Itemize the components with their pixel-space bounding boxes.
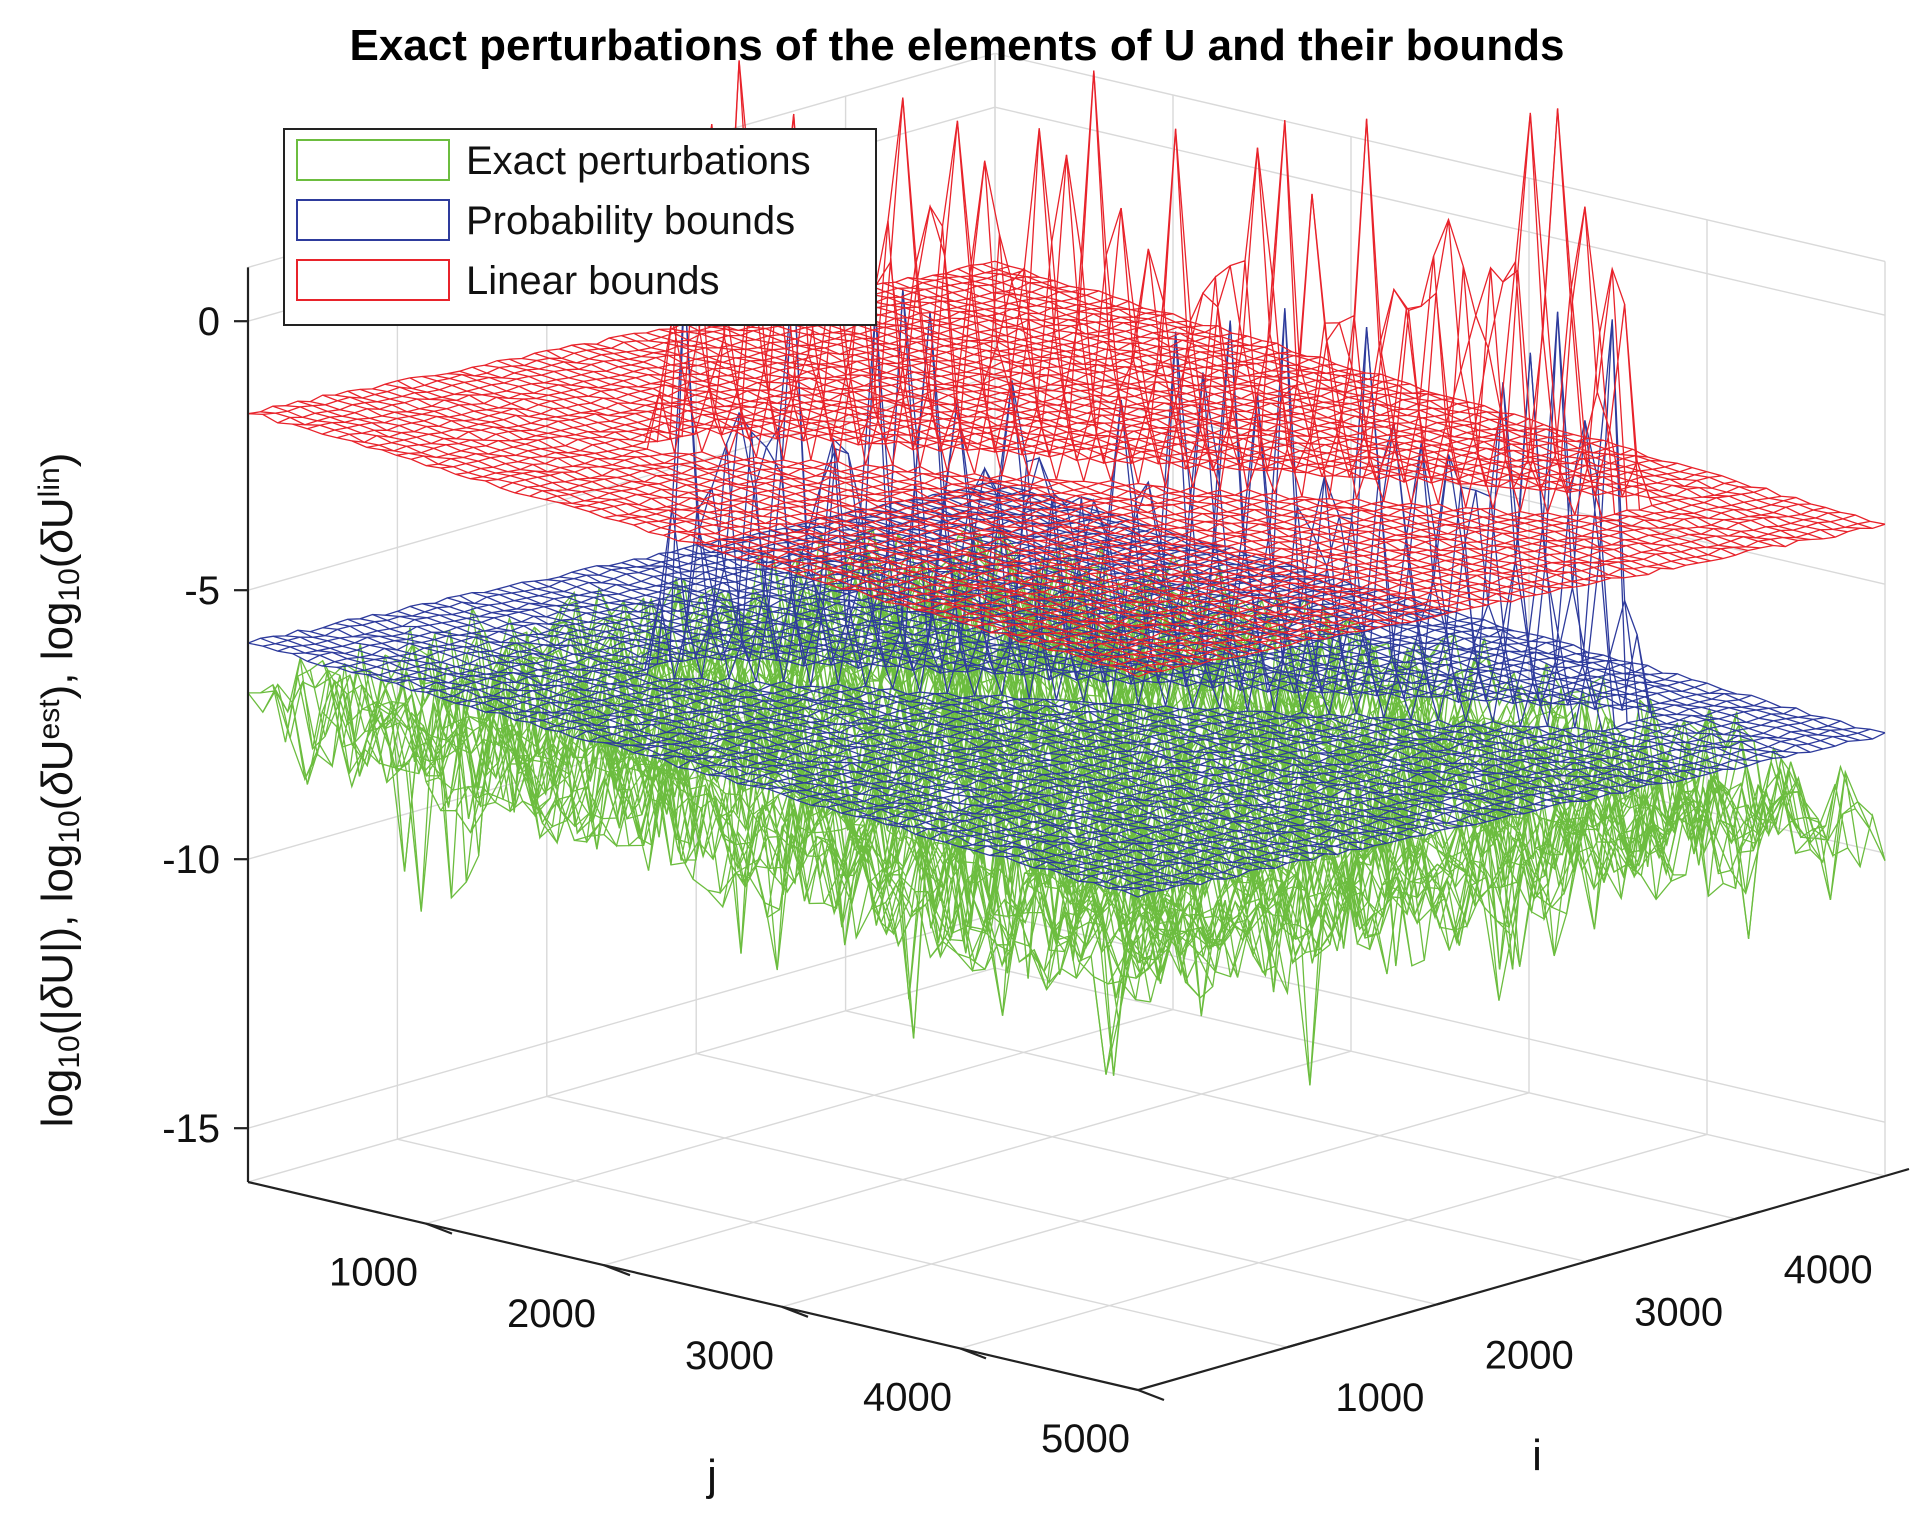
z-label-part: ), log: [33, 602, 82, 700]
y-axis-line: [1137, 1174, 1886, 1392]
x-tick-label: 1000: [329, 1251, 418, 1295]
grid-line: [397, 1138, 1288, 1348]
grid-line: [781, 1092, 1530, 1308]
grid-line: [845, 1010, 1736, 1220]
y-tick-label: 1000: [1335, 1376, 1424, 1420]
axes: [234, 267, 1910, 1402]
legend-label: Linear bounds: [466, 259, 720, 303]
grid-line: [696, 1052, 1587, 1263]
tick-labels: 0 -5 -10 -15 1000 2000 3000 4000 5000 1000 2000 300…: [162, 300, 1873, 1461]
legend-label: Probability bounds: [466, 199, 795, 243]
mesh-cols: [247, 276, 1886, 898]
z-tick-label: 0: [198, 300, 220, 344]
grid-line: [247, 913, 996, 1129]
surfaces: [247, 60, 1886, 1086]
z-tick-label: -10: [162, 838, 220, 882]
x-axis-label: j: [705, 1451, 717, 1500]
x-tick: [959, 1347, 987, 1360]
y-tick-label: 3000: [1634, 1291, 1723, 1335]
legend-swatch: [296, 199, 450, 241]
legend-swatch: [296, 259, 450, 301]
z-label-part: (: [33, 795, 82, 810]
z-label-part: δ: [33, 984, 82, 1009]
grid-line: [959, 1133, 1708, 1350]
chart-title: Exact perturbations of the elements of U…: [349, 21, 1564, 70]
grid-line: [546, 1095, 1437, 1306]
z-axis-label: log10(|δU|), log10(δUest), log10(δUlin): [33, 453, 86, 1128]
z-label-part: (|: [33, 1009, 82, 1035]
legend-label: Exact perturbations: [466, 139, 811, 183]
z-label-part: log: [33, 1069, 82, 1128]
y-axis-label: i: [1532, 1431, 1542, 1480]
z-label-part: U|), log: [33, 844, 82, 985]
surface-linear-bounds: [247, 60, 1886, 678]
y-tick: [1884, 1167, 1910, 1178]
legend-item: Probability bounds: [296, 199, 795, 243]
legend-swatch: [296, 139, 450, 181]
y-tick: [1585, 1253, 1611, 1263]
grid-line: [994, 967, 1886, 1177]
z-label-part: est: [33, 699, 66, 740]
legend-item: Linear bounds: [296, 259, 720, 303]
x-tick: [781, 1305, 809, 1318]
z-label-part: 10: [53, 568, 86, 601]
grid-line: [994, 52, 1886, 263]
x-tick-label: 5000: [1041, 1417, 1130, 1461]
z-tick-label: -5: [184, 569, 220, 613]
grid-line: [247, 967, 996, 1183]
z-tick-label: -15: [162, 1107, 220, 1151]
y-tick: [1287, 1339, 1312, 1349]
z-label-part: 10: [53, 1035, 86, 1068]
z-label-part: ): [33, 453, 82, 468]
y-tick: [1436, 1296, 1462, 1306]
x-tick: [1137, 1388, 1165, 1402]
x-axis-line: [247, 1180, 1139, 1392]
x-tick-label: 2000: [507, 1292, 596, 1336]
x-tick-label: 3000: [685, 1334, 774, 1378]
grid-line: [994, 913, 1886, 1123]
z-label-part: U: [33, 739, 82, 771]
z-label-part: δ: [33, 771, 82, 796]
x-tick: [425, 1222, 453, 1235]
y-tick-label: 2000: [1485, 1333, 1574, 1377]
mesh-cols: [247, 60, 1886, 678]
legend-item: Exact perturbations: [296, 139, 811, 183]
z-label-part: (: [33, 553, 82, 568]
y-tick: [1735, 1210, 1760, 1220]
legend: Exact perturbations Probability bounds Lin…: [283, 128, 877, 326]
z-label-part: lin: [33, 467, 66, 497]
grid-line: [994, 106, 1886, 316]
x-tick-label: 4000: [863, 1375, 952, 1419]
z-label-part: δ: [33, 529, 82, 554]
y-tick-label: 4000: [1784, 1248, 1873, 1292]
z-label-part: 10: [53, 810, 86, 843]
x-tick: [603, 1264, 631, 1277]
grid-line: [603, 1050, 1352, 1266]
grid-line: [425, 1008, 1174, 1225]
z-label-part: U: [33, 497, 82, 529]
